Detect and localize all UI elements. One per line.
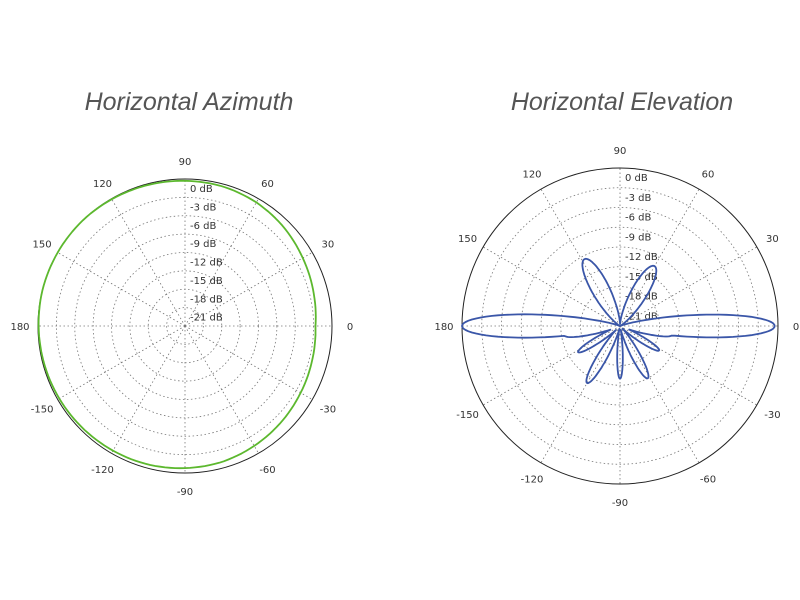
angle-tick-label: 30 [766, 234, 779, 245]
radial-tick-label: -15 dB [190, 276, 223, 287]
angle-tick-label: -150 [456, 410, 479, 421]
angle-tick-label: 0 [793, 322, 799, 333]
grid-ring [520, 226, 720, 426]
radial-tick-label: -18 dB [625, 292, 658, 303]
grid-ring [166, 307, 204, 345]
grid-spoke [57, 252, 186, 327]
radial-tick-label: -6 dB [190, 221, 216, 232]
radial-tick-label: 0 dB [190, 184, 213, 195]
angle-tick-label: 60 [261, 179, 274, 190]
radial-tick-label: -21 dB [190, 313, 223, 324]
radial-tick-label: -18 dB [190, 294, 223, 305]
angle-tick-label: -90 [177, 487, 193, 498]
angle-tick-label: -120 [91, 465, 114, 476]
radial-tick-label: -3 dB [190, 202, 216, 213]
grid-ring [599, 305, 641, 347]
angle-tick-label: -90 [612, 498, 628, 509]
grid-ring [501, 207, 739, 445]
radial-tick-label: -6 dB [625, 213, 651, 224]
polar-chart-1: 0 30 60 90 120 150 180 -150 -120 -90 -60 -30 0 dB -3 … [434, 146, 799, 509]
angle-tick-label: -60 [700, 474, 716, 485]
grid-spoke [184, 325, 313, 400]
angle-tick-label: -120 [521, 474, 544, 485]
radial-tick-label: -9 dB [625, 232, 651, 243]
radial-tick-label: -9 dB [190, 239, 216, 250]
radial-tick-label: 0 dB [625, 173, 648, 184]
grid-spoke [184, 198, 259, 327]
radial-tick-label: -21 dB [625, 311, 658, 322]
grid-spoke [111, 325, 186, 454]
grid-ring [580, 286, 660, 366]
angle-tick-label: 90 [614, 146, 627, 157]
radial-tick-label: -12 dB [625, 252, 658, 263]
polar-chart-0: 0 30 60 90 120 150 180 -150 -120 -90 -60 -30 0 dB -3 … [10, 157, 353, 498]
angle-tick-label: 150 [458, 234, 477, 245]
grid-ring [92, 233, 278, 419]
grid-spoke [619, 325, 700, 464]
radiation-pattern-line [461, 257, 776, 385]
angle-tick-label: 90 [179, 157, 192, 168]
grid-ring [129, 270, 241, 382]
angle-tick-label: 180 [10, 322, 29, 333]
angle-tick-label: 120 [522, 170, 541, 181]
grid-spoke [184, 252, 313, 327]
radiation-pattern-line [37, 179, 317, 470]
grid-ring [540, 246, 700, 406]
grid-ring [74, 215, 296, 437]
angle-tick-label: 150 [33, 240, 52, 251]
angle-tick-label: -30 [320, 405, 336, 416]
radial-tick-label: -3 dB [625, 193, 651, 204]
grid-ring [560, 266, 680, 386]
angle-tick-label: 60 [702, 170, 715, 181]
elevation-chart-title: Horizontal Elevation [510, 88, 734, 116]
grid-spoke [111, 198, 186, 327]
angle-tick-label: 120 [93, 179, 112, 190]
angle-tick-label: 180 [434, 322, 453, 333]
radial-tick-label: -15 dB [625, 272, 658, 283]
grid-spoke [184, 325, 259, 454]
angle-tick-label: -30 [764, 410, 780, 421]
grid-spoke [540, 188, 621, 327]
angle-tick-label: -60 [259, 465, 275, 476]
azimuth-chart-title: Horizontal Azimuth [84, 88, 294, 116]
grid-spoke [57, 325, 186, 400]
grid-ring [481, 187, 759, 465]
angle-tick-label: 0 [347, 322, 353, 333]
angle-tick-label: -150 [31, 405, 54, 416]
angle-tick-label: 30 [322, 240, 335, 251]
radial-tick-label: -12 dB [190, 258, 223, 269]
